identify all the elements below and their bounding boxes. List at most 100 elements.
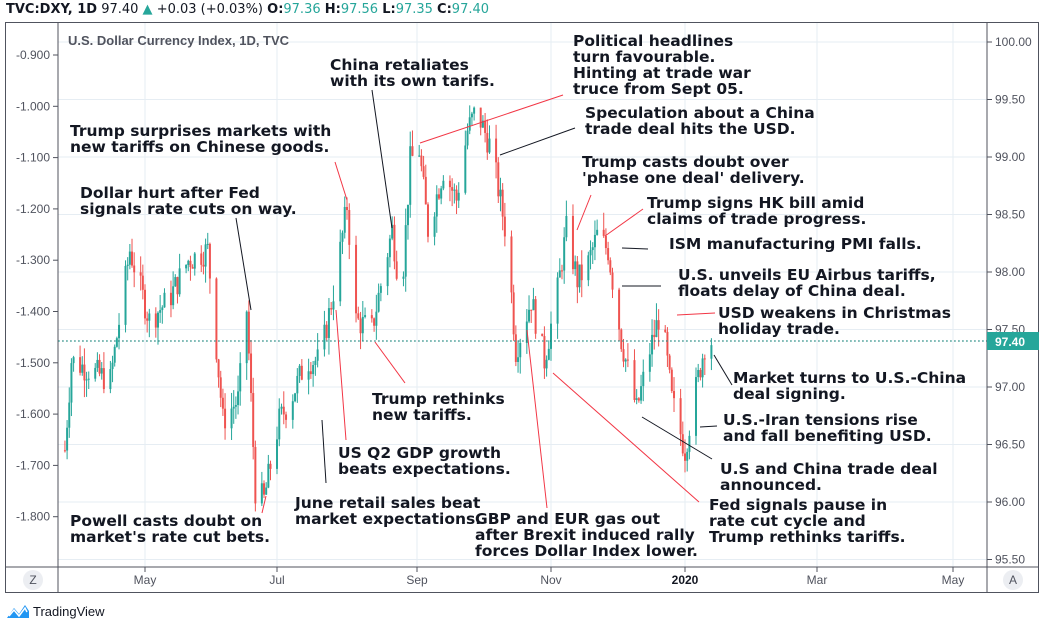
candle-body xyxy=(666,331,669,356)
high-label: H: xyxy=(324,2,341,17)
candle-body xyxy=(451,187,454,191)
candle-body xyxy=(424,176,427,205)
x-axis-label: May xyxy=(942,573,965,587)
low-value: 97.35 xyxy=(395,2,433,17)
candle-body xyxy=(100,368,103,374)
candle-body xyxy=(420,155,423,167)
annotation-connector xyxy=(335,309,347,441)
candle-body xyxy=(701,358,704,378)
candle-body xyxy=(312,365,315,375)
candle-body xyxy=(457,192,460,201)
candle-body xyxy=(532,299,535,311)
left-axis-label: -1.100 xyxy=(16,151,50,165)
candle-body xyxy=(87,378,90,380)
candle-body xyxy=(330,308,333,310)
candle-body xyxy=(534,299,537,334)
candle-body xyxy=(442,180,445,189)
candle-body xyxy=(510,236,513,293)
annotation-connector xyxy=(321,419,327,484)
candle-body xyxy=(422,166,425,177)
candle-body xyxy=(327,308,330,338)
candle-body xyxy=(550,323,552,349)
candle-body xyxy=(178,268,181,295)
candle-body xyxy=(193,253,196,269)
x-axis-label: May xyxy=(134,573,157,587)
candle-body xyxy=(466,130,469,146)
candle-body xyxy=(144,289,146,319)
candle-body xyxy=(146,318,149,321)
right-axis-label: 96.00 xyxy=(995,495,1025,509)
annotation-connector xyxy=(641,416,713,460)
annotation: Fed signals pause in rate cut cycle and … xyxy=(709,496,906,546)
candle-body xyxy=(174,277,177,287)
candle-body xyxy=(453,189,456,191)
candle-body xyxy=(695,377,697,436)
candle-body xyxy=(98,359,101,374)
candle-body xyxy=(332,301,335,310)
candle-body xyxy=(395,261,398,279)
candle-body xyxy=(282,406,285,415)
candle-body xyxy=(298,365,301,376)
log-scale-button[interactable]: Z xyxy=(23,570,43,590)
left-axis-label: -0.900 xyxy=(16,48,50,62)
candle-body xyxy=(655,320,658,338)
annotation: Trump surprises markets with new tariffs… xyxy=(70,122,332,156)
candle-body xyxy=(664,329,667,332)
candle-body xyxy=(560,270,563,272)
candle-body xyxy=(512,292,515,335)
x-axis-label: 2020 xyxy=(672,573,699,587)
candle-body xyxy=(440,188,443,199)
candle-body xyxy=(563,237,566,271)
annotation-connector xyxy=(713,354,733,386)
candle-body xyxy=(296,375,299,394)
candle-body xyxy=(373,318,376,326)
candle-body xyxy=(126,264,129,266)
candle-body xyxy=(176,277,179,295)
candle-body xyxy=(285,414,288,420)
candle-body xyxy=(530,309,533,311)
candle-body xyxy=(254,446,257,504)
candle-body xyxy=(161,307,164,311)
candle-body xyxy=(247,311,250,354)
candle-body xyxy=(215,278,218,360)
candle-body xyxy=(578,264,581,288)
candle-body xyxy=(159,310,162,313)
high-value: 97.56 xyxy=(340,2,379,17)
annotation: Market turns to U.S.-China deal signing. xyxy=(733,369,967,403)
candle-body xyxy=(70,363,73,403)
candle-body xyxy=(314,360,317,366)
tradingview-logo[interactable]: TradingView xyxy=(6,603,105,619)
chart-title: U.S. Dollar Currency Index, 1D, TVC xyxy=(68,33,290,48)
right-axis-label: 98.00 xyxy=(995,265,1025,279)
candle-body xyxy=(250,353,253,394)
left-axis-label: -1.400 xyxy=(16,305,50,319)
candle-body xyxy=(699,369,702,378)
candle-body xyxy=(609,260,612,273)
candle-body xyxy=(217,359,220,378)
right-axis-label: 98.50 xyxy=(995,208,1025,222)
candle-body xyxy=(191,267,194,269)
candle-body xyxy=(591,247,594,251)
candle-body xyxy=(316,349,319,361)
annotation: U.S and China trade deal announced. xyxy=(720,460,938,494)
annotation: China retaliates with its own tarifs. xyxy=(330,56,495,90)
candle-body xyxy=(653,334,656,338)
candle-body xyxy=(200,253,203,265)
candle-body xyxy=(141,275,144,290)
candle-body xyxy=(486,132,489,153)
candle-body xyxy=(547,348,550,360)
symbol-header: TVC:DXY, 1D 97.40 ▲ +0.03 (+0.03%) O:97.… xyxy=(6,2,489,17)
candle-body xyxy=(309,371,312,375)
candle-body xyxy=(204,244,207,267)
candle-body xyxy=(219,377,222,398)
candle-body xyxy=(291,401,294,420)
candle-body xyxy=(648,354,651,372)
candle-body xyxy=(481,120,484,128)
annotation: USD weakens in Christmas holiday trade. xyxy=(718,304,951,338)
annotation: Trump rethinks new tariffs. xyxy=(372,390,505,424)
auto-scale-button[interactable]: A xyxy=(1003,570,1023,590)
candle-body xyxy=(252,393,255,447)
annotation-connector xyxy=(374,341,406,384)
candle-body xyxy=(657,320,660,330)
